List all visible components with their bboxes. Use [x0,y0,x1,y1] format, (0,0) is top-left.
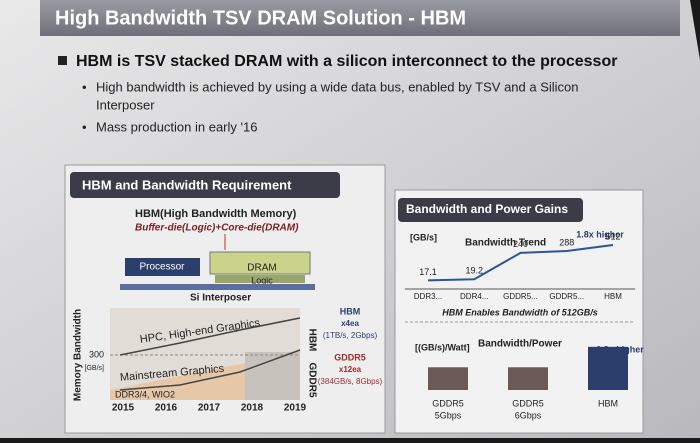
dram-stack [209,251,311,275]
x-axis: 2015 2016 2017 2018 2019 [112,403,307,414]
mainstream-trend [119,349,301,391]
diagram-title: HBM(High Bandwidth Memory) [135,208,297,220]
right-panel [394,189,644,434]
trend-line [427,243,614,282]
bullet-dot: • [82,119,87,134]
y-axis-label: Memory Bandwidth [73,309,84,401]
x-tick-label: 2016 [155,403,178,414]
chart-title: Bandwidth Trend [465,238,546,249]
bullet-dot: • [82,79,87,94]
gddr5-note: GDDR5 [334,352,366,362]
x-tick-label: GDDR5 [512,398,544,408]
x-tick-label: DDR3... [414,292,442,301]
x-tick-label: 2019 [284,403,307,414]
gddr5-tag: GDDR5 [306,362,317,397]
y-unit: [GB/s] [85,365,105,372]
sub-bullet: Interposer [96,97,155,112]
x-tick-label: 2017 [198,403,221,414]
hpc-trend [119,317,301,356]
chart-title: Bandwidth/Power [478,339,562,350]
main-bullet: HBM is TSV stacked DRAM with a silicon i… [76,53,617,70]
segment-label: DDR3/4, WIO2 [115,389,175,399]
hbm-tag: HBM [306,329,317,352]
data-label: 288 [559,237,574,247]
interposer [120,284,315,290]
x-tick-label: DDR4... [460,292,488,301]
x-tick-label: 2015 [112,403,135,414]
logic-die [215,275,305,283]
gddr5-note: x12ea [339,365,362,374]
x-tick-label: GDDR5... [549,292,584,301]
data-label: 512 [605,231,620,241]
hbm-note: x4ea [341,319,359,328]
left-panel-header [70,172,340,198]
y-tick-label: 300 [89,349,104,359]
interposer-label: Si Interposer [190,293,251,304]
dram-label: DRAM [247,263,276,274]
x-tick-label: GDDR5 [432,398,464,408]
bar [588,346,628,390]
diagram-subtitle: Buffer-die(Logic)+Core-die(DRAM) [135,223,299,234]
sub-bullet: Mass production in early '16 [96,119,257,134]
hbm-note: HBM [340,306,361,316]
right-panel-header [398,198,583,222]
bar [428,367,468,390]
x-tick-label: GDDR5... [503,292,538,301]
title-bar [40,0,680,36]
y-unit: [GB/s] [410,232,437,242]
x-tick-label: 6Gbps [515,410,542,420]
x-tick-label: HBM [598,398,618,408]
right-panel-title: Bandwidth and Power Gains [406,202,568,216]
x-tick-label: 2018 [241,403,264,414]
hbm-note: (1TB/s, 2Gbps) [323,331,378,340]
processor-box [125,258,200,276]
logic-label: Logic [251,275,273,285]
slide-title: High Bandwidth TSV DRAM Solution - HBM [55,7,466,29]
data-label: 19.2 [465,266,483,276]
data-label: 17.1 [419,267,437,277]
y-unit: [(GB/s)/Watt] [415,342,470,352]
bullet-icon [58,56,67,65]
future-area [245,352,300,400]
annotation: 1.8x higher [576,229,624,239]
processor-label: Processor [139,262,185,273]
bar [508,367,548,390]
x-tick-label: HBM [604,292,622,301]
data-label: 240 [513,239,528,249]
gddr5-note: (384GB/s, 8Gbps) [318,377,383,386]
sub-bullet: High bandwidth is achieved by using a wi… [96,79,579,94]
left-panel-title: HBM and Bandwidth Requirement [82,177,292,192]
x-tick-label: 5Gbps [435,410,462,420]
chart-caption: HBM Enables Bandwidth of 512GB/s [442,307,598,317]
